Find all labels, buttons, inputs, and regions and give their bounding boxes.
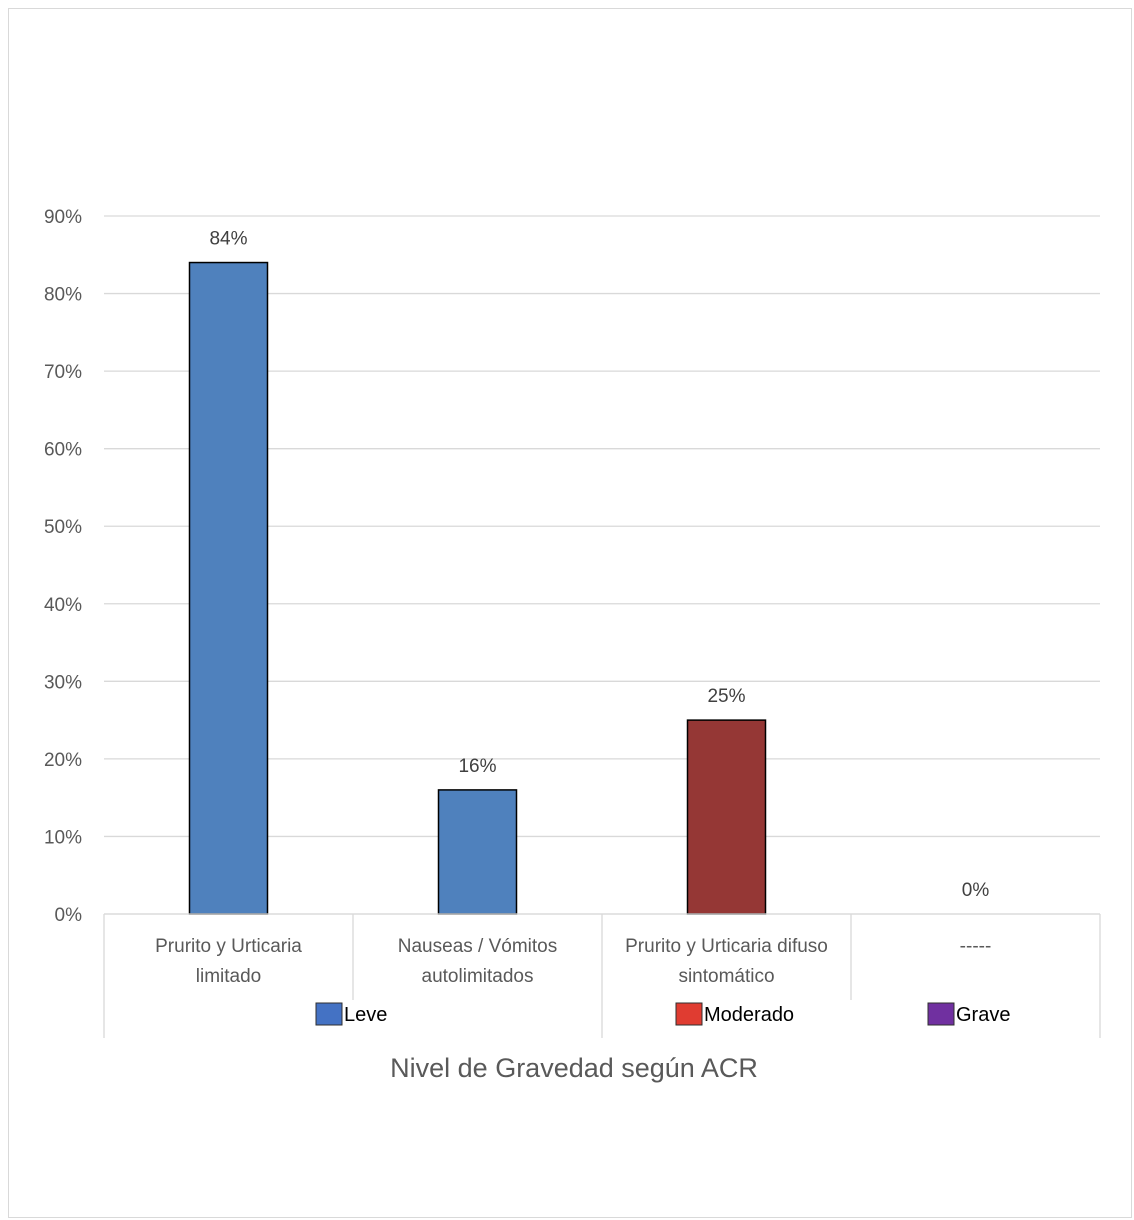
bar bbox=[686, 719, 767, 915]
legend-label: Moderado bbox=[704, 1004, 794, 1026]
y-tick-label: 70% bbox=[44, 362, 82, 383]
x-tick-label: Nauseas / Vómitos autolimitados bbox=[398, 936, 557, 987]
bars bbox=[188, 261, 767, 915]
bar bbox=[437, 789, 518, 915]
data-label: 25% bbox=[707, 686, 745, 707]
y-tick-label: 30% bbox=[44, 672, 82, 693]
chart-frame bbox=[8, 8, 1132, 1218]
y-tick-label: 90% bbox=[44, 207, 82, 228]
x-axis: Prurito y Urticaria limitado Nauseas / Vóm… bbox=[103, 913, 1101, 1038]
bar bbox=[188, 261, 269, 915]
legend-swatch bbox=[315, 1002, 343, 1026]
y-tick-label: 50% bbox=[44, 517, 82, 538]
y-tick-label: 10% bbox=[44, 827, 82, 848]
y-tick-label: 20% bbox=[44, 750, 82, 771]
legend-label: Grave bbox=[956, 1004, 1010, 1026]
y-tick-label: 60% bbox=[44, 440, 82, 461]
legend: Leve Moderado Grave bbox=[315, 1002, 1010, 1026]
data-label: 0% bbox=[962, 880, 990, 901]
legend-swatch bbox=[675, 1002, 703, 1026]
data-label: 84% bbox=[209, 229, 247, 250]
y-tick-label: 80% bbox=[44, 285, 82, 306]
x-tick-label: Prurito y Urticaria limitado bbox=[155, 936, 302, 987]
x-tick-label: Prurito y Urticaria difuso sintomático bbox=[625, 936, 828, 987]
data-labels: 84% 16% 25% 0% bbox=[209, 229, 989, 901]
y-tick-label: 0% bbox=[55, 905, 83, 926]
legend-label: Leve bbox=[344, 1004, 387, 1026]
y-tick-label: 40% bbox=[44, 595, 82, 616]
legend-swatch bbox=[927, 1002, 955, 1026]
x-axis-title: Nivel de Gravedad según ACR bbox=[390, 1053, 758, 1083]
y-axis: 0% 10% 20% 30% 40% 50% 60% 70% 80% 90% bbox=[44, 207, 82, 926]
x-tick-label: ----- bbox=[960, 936, 992, 957]
data-label: 16% bbox=[458, 756, 496, 777]
